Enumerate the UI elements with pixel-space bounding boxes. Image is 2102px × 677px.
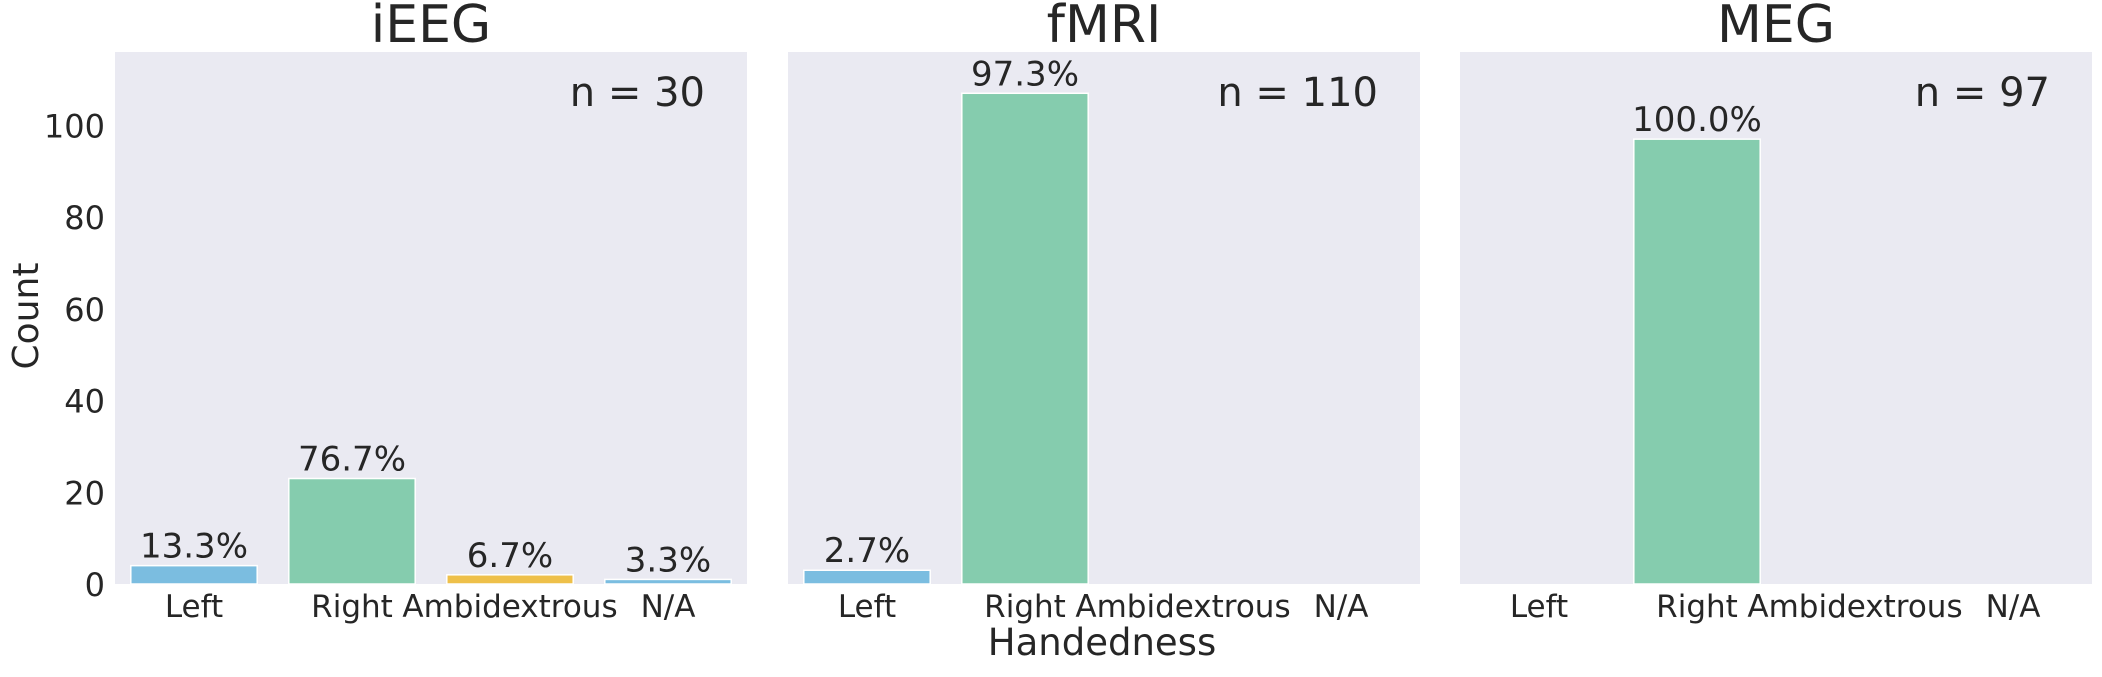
bar-data-label: 97.3%	[971, 54, 1079, 94]
bar-left	[803, 569, 931, 585]
bar-data-label: 13.3%	[140, 527, 248, 567]
bar-data-label: 3.3%	[625, 540, 711, 580]
x-tick-label: N/A	[1986, 589, 2041, 625]
sample-size-annotation: n = 30	[570, 70, 705, 116]
panel-background	[1460, 52, 2092, 584]
panel-title: iEEG	[371, 0, 491, 55]
x-tick-label: N/A	[641, 589, 696, 625]
x-tick-label: Right	[311, 589, 393, 625]
sample-size-annotation: n = 110	[1217, 70, 1378, 116]
bar-ambidextrous	[446, 574, 574, 585]
bar-data-label: 100.0%	[1632, 100, 1762, 140]
panel-background	[115, 52, 747, 584]
x-tick-label: Right	[984, 589, 1066, 625]
y-tick-label: 0	[85, 566, 105, 604]
panel-title: MEG	[1717, 0, 1835, 55]
panel-background	[788, 52, 1420, 584]
x-tick-label: Left	[1510, 589, 1568, 625]
panel-title: fMRI	[1047, 0, 1162, 55]
y-tick-label: 20	[64, 474, 105, 512]
y-tick-label: 80	[64, 199, 105, 237]
x-tick-label: Right	[1656, 589, 1738, 625]
bar-right	[288, 477, 416, 585]
x-tick-label: Ambidextrous	[1075, 589, 1290, 625]
y-tick-label: 100	[44, 107, 105, 145]
bar-data-label: 76.7%	[298, 440, 406, 480]
bar-data-label: 2.7%	[824, 531, 910, 571]
bar-data-label: 6.7%	[467, 536, 553, 576]
x-axis-label: Handedness	[988, 621, 1216, 664]
x-tick-label: Left	[838, 589, 896, 625]
y-tick-label: 40	[64, 383, 105, 421]
y-axis-label: Count	[6, 263, 47, 370]
bar-right	[961, 92, 1089, 585]
y-tick-label: 60	[64, 291, 105, 329]
x-tick-label: Ambidextrous	[1747, 589, 1962, 625]
x-tick-label: Left	[165, 589, 223, 625]
bar-na	[604, 578, 732, 585]
x-tick-label: Ambidextrous	[402, 589, 617, 625]
bar-left	[130, 564, 258, 585]
x-tick-label: N/A	[1314, 589, 1369, 625]
sample-size-annotation: n = 97	[1915, 70, 2050, 116]
bar-right	[1633, 138, 1761, 585]
